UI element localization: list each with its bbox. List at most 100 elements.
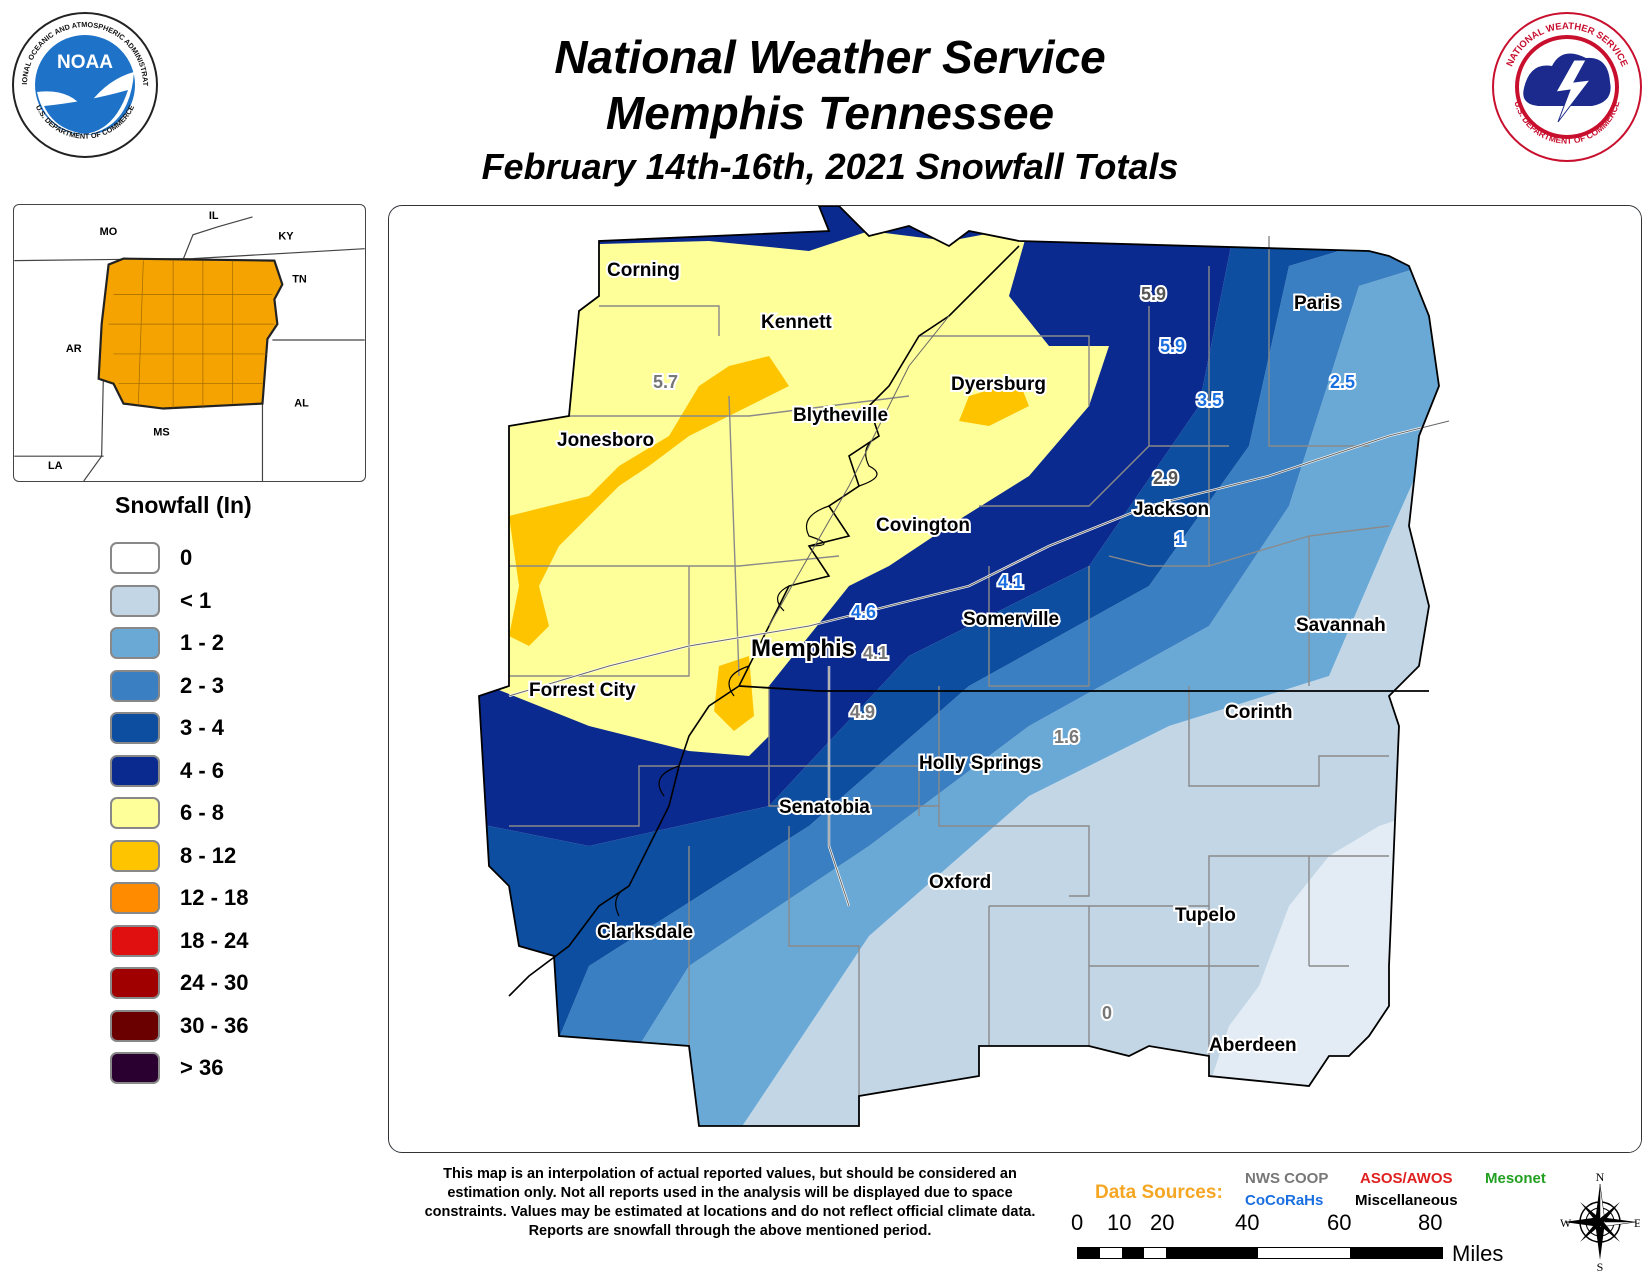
snowfall-map: Corning Kennett Paris Dyersburg Blytheville J… [388, 205, 1642, 1153]
legend-label: 30 - 36 [180, 1012, 249, 1038]
legend-label: 24 - 30 [180, 970, 249, 996]
source-nws-coop: NWS COOP [1245, 1170, 1329, 1187]
legend-swatch [110, 584, 160, 617]
legend-label: 1 - 2 [180, 630, 225, 656]
legend-swatch [110, 797, 160, 830]
cwa-highlight [97, 257, 284, 410]
source-miscellaneous: Miscellaneous [1355, 1192, 1458, 1209]
scale-tick: 40 [1235, 1210, 1260, 1235]
title-line-1: National Weather Service [554, 31, 1106, 83]
legend-label: 18 - 24 [180, 927, 249, 953]
legend-item: 24 - 30 [110, 962, 350, 1005]
legend-swatch [110, 882, 160, 915]
legend-label: 12 - 18 [180, 885, 249, 911]
legend-swatch [110, 967, 160, 1000]
source-cocorahs: CoCoRaHs [1245, 1192, 1324, 1209]
legend-item: 3 - 4 [110, 707, 350, 750]
city-label: Jonesboro [557, 430, 654, 451]
city-label: Forrest City [529, 680, 636, 701]
legend-label: 0 [180, 545, 193, 571]
snowfall-observation: 4.6 [851, 602, 876, 622]
legend-swatch [110, 924, 160, 957]
legend-swatch [110, 1009, 160, 1042]
data-sources-title: Data Sources: [1095, 1182, 1223, 1203]
snowfall-legend: Snowfall (In) 0 < 1 1 - 2 2 - 3 3 - 4 4 - 6 6 … [110, 492, 350, 1090]
state-label: KY [278, 231, 294, 243]
state-label: LA [48, 460, 63, 472]
snow-band-8-12 [959, 381, 1029, 426]
snowfall-observation: 5.9 [1141, 284, 1166, 304]
scale-tick: 60 [1327, 1210, 1352, 1235]
legend-swatch [110, 1052, 160, 1085]
city-label: Tupelo [1175, 905, 1236, 926]
legend-item: 2 - 3 [110, 665, 350, 708]
snowfall-map-canvas: Corning Kennett Paris Dyersburg Blytheville J… [389, 206, 1641, 1152]
city-label: Jackson [1133, 499, 1209, 520]
city-label: Savannah [1296, 615, 1386, 636]
compass-n: N [1596, 1172, 1605, 1184]
legend-item: 6 - 8 [110, 792, 350, 835]
city-label: Somerville [963, 609, 1059, 630]
legend-swatch [110, 839, 160, 872]
city-label: Memphis [751, 635, 855, 662]
snowfall-observation: 5.7 [653, 372, 678, 392]
snowfall-observation: 5.9 [1160, 336, 1185, 356]
legend-swatch [110, 712, 160, 745]
city-label: Clarksdale [597, 922, 693, 943]
city-label: Oxford [929, 872, 991, 893]
snowfall-observation: 4.1 [863, 643, 888, 663]
snowfall-observation: 2.9 [1153, 468, 1178, 488]
legend-swatch [110, 669, 160, 702]
legend-item: 4 - 6 [110, 750, 350, 793]
city-label: Kennett [761, 312, 832, 333]
scale-unit: Miles [1452, 1241, 1504, 1266]
legend-swatch [110, 542, 160, 575]
legend-item: > 36 [110, 1047, 350, 1090]
snowfall-observation: 3.5 [1197, 390, 1222, 410]
noaa-logo-text: NOAA [57, 52, 113, 73]
scale-tick: 0 [1071, 1210, 1084, 1235]
snowfall-observation: 1.6 [1054, 727, 1079, 747]
legend-item: 12 - 18 [110, 877, 350, 920]
city-label: Corinth [1225, 702, 1293, 723]
disclaimer-text: This map is an interpolation of actual r… [424, 1166, 1036, 1239]
legend-item: 30 - 36 [110, 1005, 350, 1048]
state-label: TN [292, 273, 307, 285]
scale-tick: 80 [1418, 1210, 1443, 1235]
legend-label: < 1 [180, 587, 212, 613]
snowfall-observation: 4.1 [998, 572, 1023, 592]
nws-logo-icon: NATIONAL WEATHER SERVICE U.S. DEPARTMENT… [1490, 10, 1645, 165]
state-label: MO [100, 226, 118, 238]
state-label: IL [209, 210, 219, 222]
scale-tick: 20 [1150, 1210, 1175, 1235]
scale-bar: 0 10 20 40 60 80 Miles [1071, 1210, 1503, 1270]
legend-item: < 1 [110, 580, 350, 623]
legend-label: 4 - 6 [180, 757, 225, 783]
city-label: Aberdeen [1209, 1035, 1297, 1056]
legend-label: 2 - 3 [180, 672, 225, 698]
noaa-logo-icon: NOAA NATIONAL OCEANIC AND ATMOSPHERIC AD… [7, 3, 160, 160]
snowfall-observation: 2.5 [1330, 372, 1355, 392]
state-label: MS [153, 426, 169, 438]
legend-label: > 36 [180, 1055, 224, 1081]
snow-band-3-4 [389, 206, 1489, 1152]
snow-band-8-12 [509, 356, 789, 646]
state-label: AR [66, 343, 82, 355]
snowfall-observation: 1 [1175, 529, 1185, 549]
snow-band-2-3 [511, 206, 1641, 1152]
legend-swatch [110, 627, 160, 660]
inset-locator-map: MO IL KY TN AR AL MS LA [13, 204, 366, 482]
legend-title: Snowfall (In) [115, 492, 252, 518]
city-label: Holly Springs [919, 753, 1041, 774]
compass-e: E [1634, 1216, 1640, 1230]
source-asos-awos: ASOS/AWOS [1360, 1170, 1453, 1187]
snow-band-1-2 [572, 236, 1641, 1152]
snowfall-observation: 0 [1102, 1003, 1112, 1023]
state-label: AL [294, 398, 309, 410]
scale-bar-graphic [1077, 1247, 1443, 1259]
compass-rose-icon: N S W E [1560, 1170, 1641, 1274]
city-label: Paris [1294, 293, 1340, 314]
map-title: February 14th-16th, 2021 Snowfall Totals [481, 146, 1179, 187]
legend-item: 18 - 24 [110, 920, 350, 963]
legend-label: 8 - 12 [180, 842, 237, 868]
